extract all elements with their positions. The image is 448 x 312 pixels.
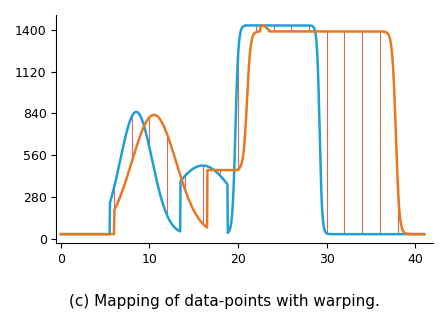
Text: (c) Mapping of data-points with warping.: (c) Mapping of data-points with warping. bbox=[69, 294, 379, 309]
